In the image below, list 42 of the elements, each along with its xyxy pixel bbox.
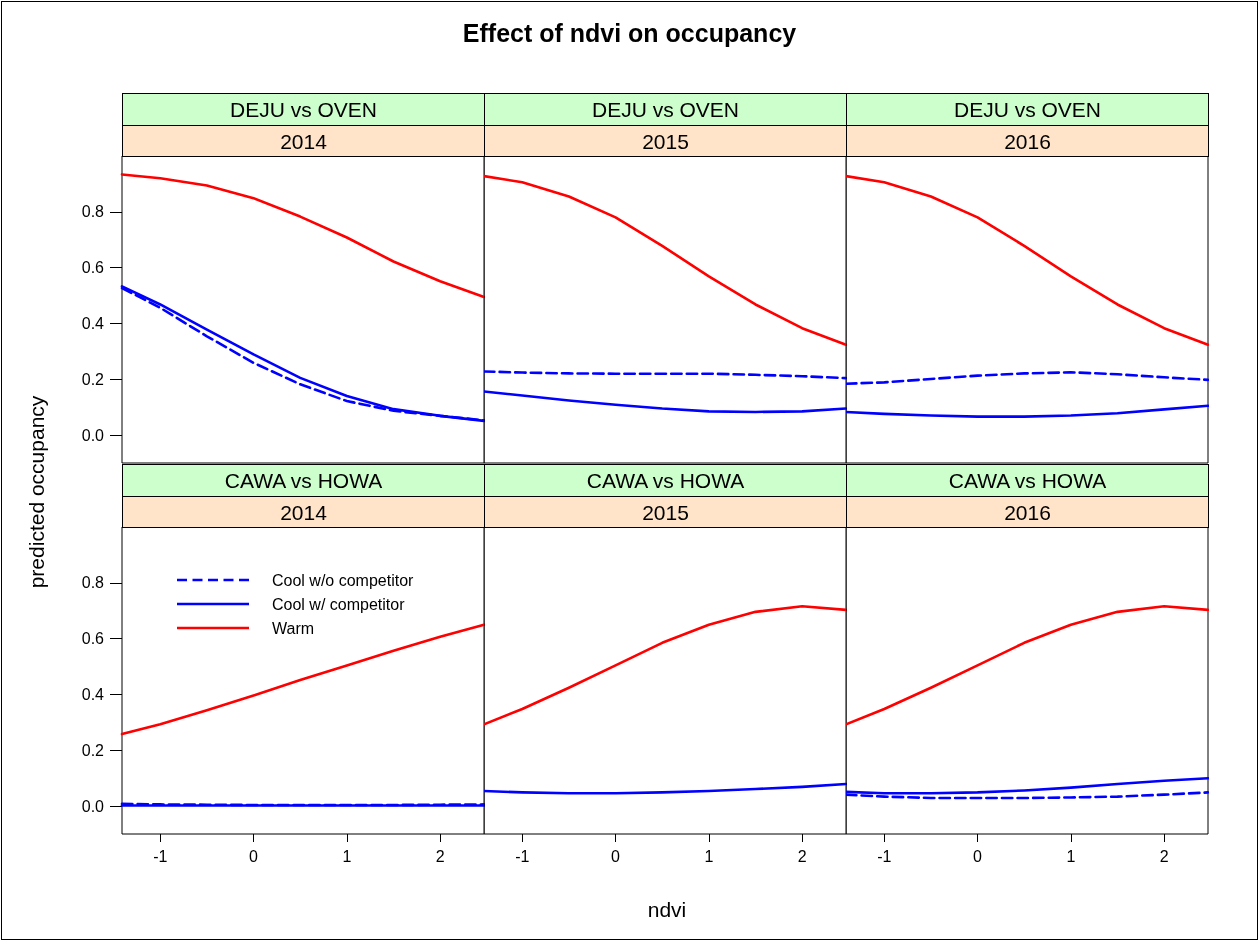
y-tick-label: 0.2 <box>81 370 105 388</box>
y-tick-label: 0.0 <box>81 797 105 815</box>
chart-subtitle: 2016 <box>846 125 1209 157</box>
x-tick-label: 0 <box>973 847 983 865</box>
y-tick-label: 0.6 <box>81 259 105 277</box>
x-tick-label: -1 <box>515 847 530 865</box>
chart-title: DEJU vs OVEN <box>122 93 485 126</box>
x-tick-label: -1 <box>153 847 168 865</box>
chart-title: CAWA vs HOWA <box>122 464 485 497</box>
x-tick-label: 1 <box>342 847 352 865</box>
y-tick-label: 0.4 <box>81 685 105 703</box>
chart-title: CAWA vs HOWA <box>846 464 1209 497</box>
line-series <box>120 173 485 299</box>
y-tick-label: 0.0 <box>81 426 105 444</box>
x-tick-label: -1 <box>877 847 892 865</box>
y-tick-label: 0.4 <box>81 314 105 332</box>
y-axis-title: predicted occupancy <box>25 395 49 589</box>
y-tick-label: 0.2 <box>81 741 105 759</box>
chart-subtitle: 2015 <box>484 125 847 157</box>
x-tick-label: 2 <box>797 847 807 865</box>
x-tick-label: 0 <box>249 847 259 865</box>
x-tick-label: 0 <box>611 847 621 865</box>
chart-title: CAWA vs HOWA <box>484 464 847 497</box>
legend-label: Cool w/ competitor <box>272 595 406 613</box>
chart-title: DEJU vs OVEN <box>484 93 847 126</box>
legend-label: Warm <box>272 619 315 637</box>
y-tick-label: 0.6 <box>81 630 105 648</box>
x-tick-label: 2 <box>435 847 445 865</box>
text: Effect of ndvi on occupancy <box>461 19 798 48</box>
x-axis-title: ndvi <box>647 898 687 922</box>
chart-subtitle: 2014 <box>122 125 485 157</box>
chart-subtitle: 2015 <box>484 496 847 528</box>
y-tick-label: 0.8 <box>81 574 105 592</box>
x-tick-label: 1 <box>1066 847 1076 865</box>
line-series <box>120 623 485 736</box>
x-tick-label: 1 <box>704 847 714 865</box>
chart-subtitle: 2016 <box>846 496 1209 528</box>
x-tick-label: 2 <box>1159 847 1169 865</box>
legend-label: Cool w/o competitor <box>272 571 415 589</box>
y-tick-label: 0.8 <box>81 203 105 221</box>
chart-subtitle: 2014 <box>122 496 485 528</box>
chart-title: DEJU vs OVEN <box>846 93 1209 126</box>
